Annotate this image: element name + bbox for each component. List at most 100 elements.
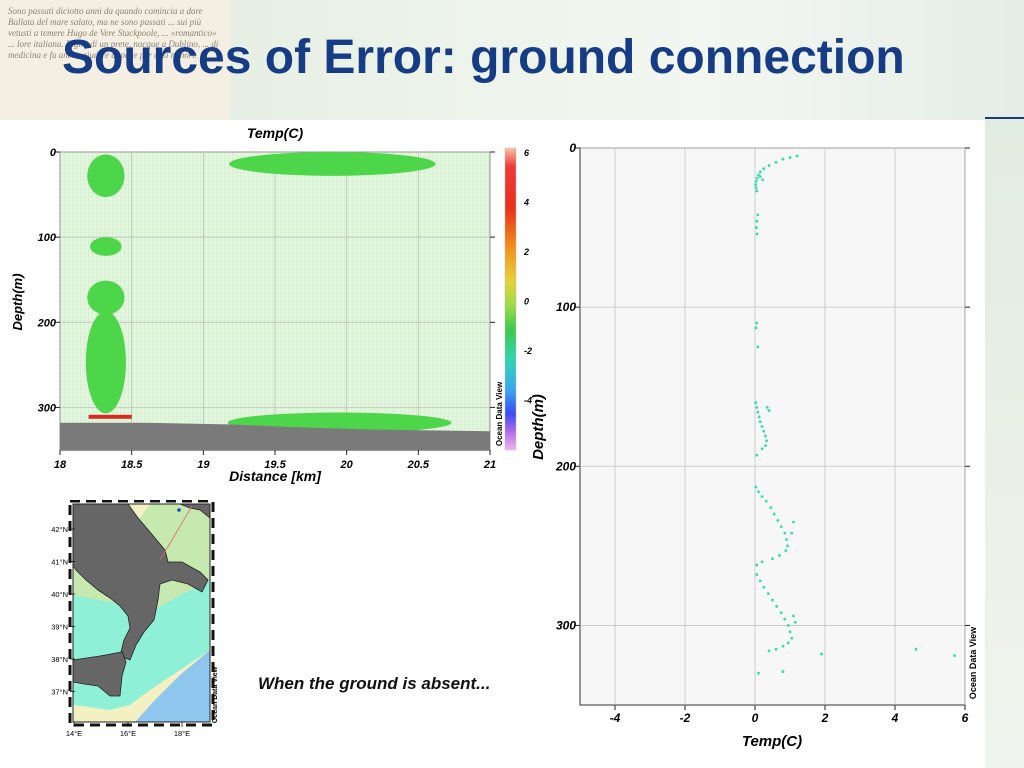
section-title: Temp(C): [247, 125, 304, 141]
map-deep-zone: [135, 650, 210, 722]
map-lon-label: 16°E: [120, 729, 136, 738]
profile-point: [785, 538, 788, 541]
profile-point: [786, 624, 790, 627]
profile-point: [790, 531, 794, 535]
profile-point: [761, 178, 765, 182]
map-lat-label: 37°N: [51, 688, 68, 697]
profile-point: [775, 604, 779, 608]
section-x-tick-label: 19.5: [264, 459, 286, 471]
section-y-tick-label: 300: [38, 402, 57, 414]
section-x-tick-label: 21: [483, 459, 496, 471]
profile-point: [786, 641, 790, 645]
section-y-tick-label: 200: [37, 317, 57, 329]
profile-point: [754, 186, 758, 190]
profile-point: [776, 518, 780, 522]
profile-point: [820, 652, 823, 656]
section-anomalies: [60, 152, 490, 450]
profile-point: [756, 345, 760, 349]
profile-point: [771, 598, 774, 602]
profile-point: [786, 544, 789, 548]
profile-point: [792, 520, 795, 524]
title-rule: [985, 117, 1024, 119]
section-xlabel: Distance [km]: [229, 468, 322, 484]
profile-x-tick-label: -2: [680, 711, 691, 725]
section-anomaly-blob: [85, 311, 126, 414]
profile-point: [767, 164, 771, 167]
profile-point: [769, 506, 773, 510]
profile-point: [784, 549, 788, 553]
profile-point: [793, 620, 797, 624]
section-x-tick-label: 20.5: [407, 459, 430, 471]
profile-point: [767, 409, 771, 412]
profile-point: [781, 157, 785, 161]
colorbar-tick-label: 0: [524, 297, 529, 307]
section-watermark: Ocean Data View: [495, 381, 504, 446]
profile-gridlines: [580, 147, 966, 705]
colorbar-tick-label: 2: [523, 247, 529, 257]
profile-point: [764, 444, 767, 447]
profile-y-tick-label: 0: [569, 141, 576, 155]
map-watermark: Ocean Data View: [212, 666, 219, 723]
colorbar-tick-label: -4: [524, 396, 532, 406]
profile-point: [754, 401, 758, 405]
profile-point: [783, 531, 787, 535]
profile-point: [755, 573, 759, 576]
colorbar-tick-label: 6: [524, 148, 530, 158]
map-frame-inner: [72, 503, 211, 723]
section-ylabel: Depth(m): [10, 273, 25, 330]
profile-point: [762, 585, 766, 589]
section-marks: 18 18.5 19 19.5 20 20.5 21 0 100 200 300: [37, 147, 496, 471]
profile-point: [792, 614, 795, 618]
map-land-sicily: [73, 651, 127, 697]
section-hot-layer: [88, 414, 132, 419]
profile-point: [758, 175, 762, 179]
profile-point: [781, 670, 785, 673]
colorbar-tick-label: -2: [524, 346, 532, 356]
profile-x-tick-label: 6: [962, 711, 969, 725]
profile-point: [764, 434, 767, 438]
figure-caption: When the ground is absent...: [258, 674, 491, 693]
background-text: Sono passati diciotto anni da quando com…: [8, 6, 219, 60]
colorbar-ticks: 6 4 2 0 -2 -4: [523, 148, 532, 406]
profile-point: [754, 180, 758, 183]
profile-point: [765, 439, 768, 443]
profile-x-tick-label: 2: [821, 711, 829, 725]
profile-point: [758, 420, 762, 424]
profile-point: [765, 406, 769, 409]
profile-point: [781, 644, 785, 648]
profile-y-tick-label: 300: [556, 618, 576, 632]
section-gridlines: [59, 151, 491, 450]
profile-point: [758, 579, 762, 583]
profile-chart: -4 -2 0 2 4 6 0 100 200 300 Temp(C) Depth(m) Ocea…: [530, 141, 978, 750]
profile-point: [755, 226, 758, 229]
profile-point: [779, 525, 783, 529]
background-right-strip: [985, 120, 1024, 768]
colorbar: [504, 147, 517, 451]
profile-point: [757, 490, 760, 494]
profile-point: [788, 156, 792, 159]
profile-point: [756, 213, 760, 217]
profile-point: [755, 453, 759, 457]
profile-point: [774, 160, 778, 164]
profile-point: [754, 183, 758, 187]
profile-point: [755, 406, 759, 409]
profile-plot-area: [579, 147, 966, 706]
map-lon-label: 18°E: [174, 729, 190, 738]
section-y-tick-label: 100: [38, 232, 57, 244]
profile-point: [953, 654, 956, 658]
map-lat-label: 41°N: [51, 558, 68, 567]
profile-marks: -4 -2 0 2 4 6 0 100 200 300: [555, 141, 970, 725]
profile-point: [757, 671, 760, 675]
profile-point: [788, 630, 792, 634]
background-banner: [230, 0, 1024, 120]
section-anomaly-blob: [229, 152, 436, 176]
profile-point: [772, 512, 776, 516]
profile-x-tick-label: -4: [610, 711, 621, 725]
section-seabed: [60, 422, 490, 450]
profile-point: [760, 425, 764, 428]
section-anomaly-blob: [87, 280, 125, 315]
profile-point: [755, 176, 759, 180]
profile-point: [754, 326, 758, 330]
map-lat-label: 38°N: [51, 655, 68, 664]
